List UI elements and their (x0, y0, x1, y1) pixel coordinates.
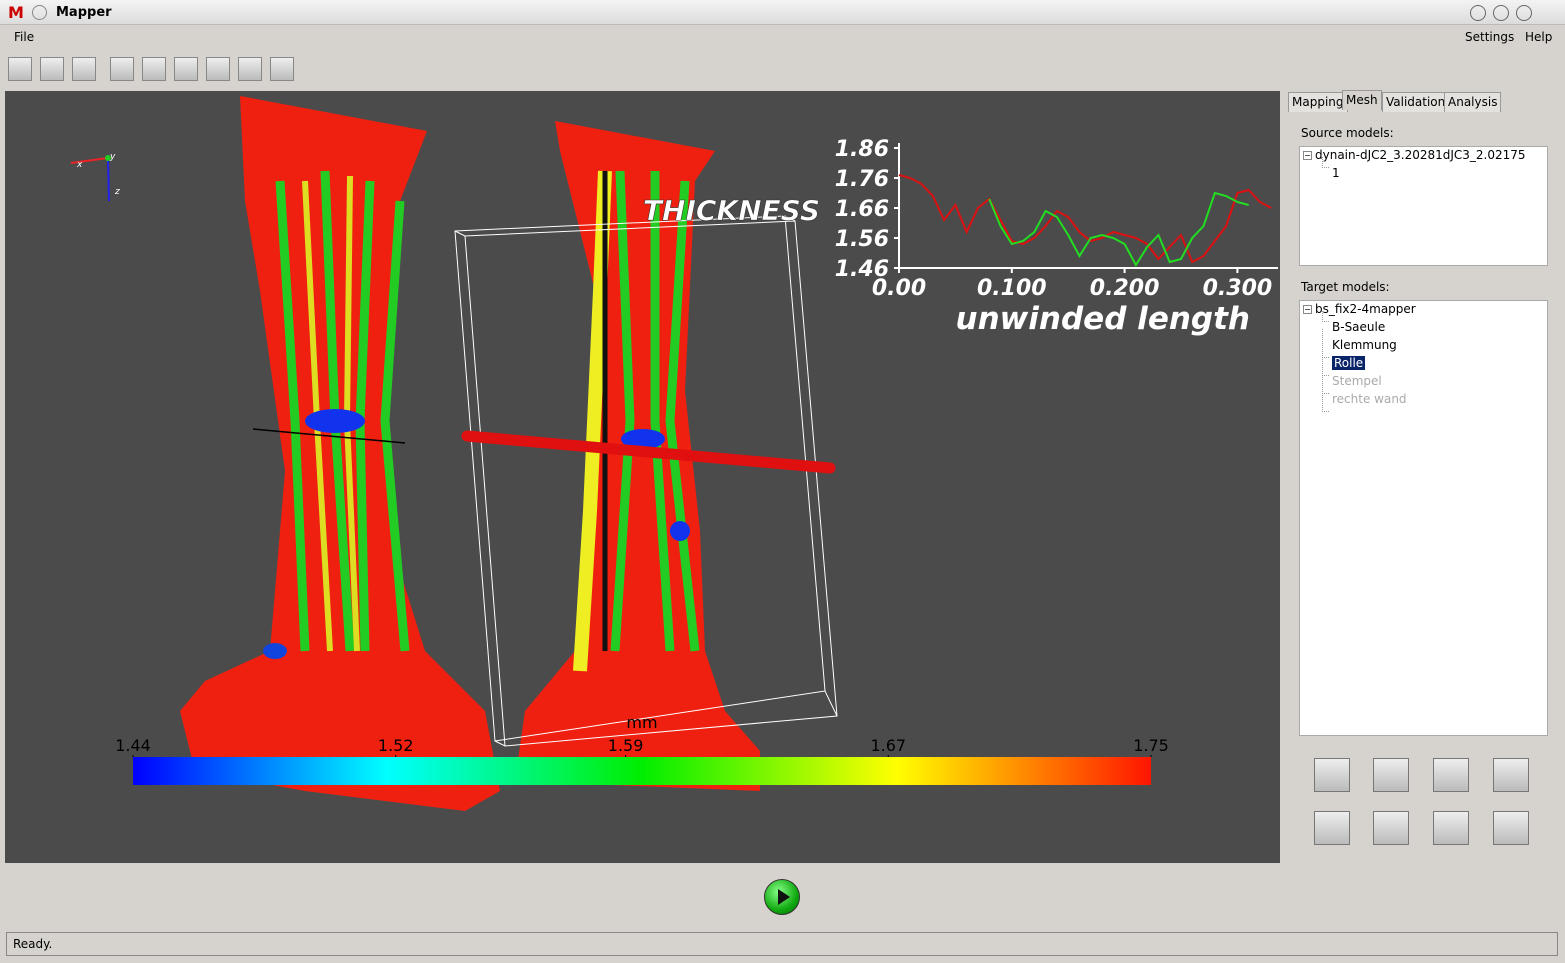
tree-item[interactable]: B-Saeule (1332, 320, 1386, 334)
section-rod (461, 430, 836, 474)
tree-connector (1322, 157, 1329, 168)
x-tick-label: 0.00 (872, 276, 926, 301)
toolbar-button[interactable] (270, 57, 294, 81)
window-title: Mapper (56, 5, 112, 20)
tab[interactable]: Analysis (1444, 92, 1502, 112)
source-tree: − dynain-dJC2_3.20281dJC3_2.02175 1 (1299, 146, 1548, 266)
mesh-tool-button[interactable] (1314, 811, 1350, 845)
toolbar-button[interactable] (174, 57, 198, 81)
mesh-left (180, 96, 500, 811)
colorbar-tick-label: 1.59 (608, 736, 644, 755)
tab[interactable]: Validation (1382, 92, 1450, 112)
menu-settings[interactable]: Settings (1465, 30, 1515, 44)
title-bar: M Mapper (0, 0, 1565, 25)
target-models-label: Target models: (1301, 280, 1390, 294)
chart-title: THICKNESS (643, 194, 820, 227)
toolbar-button[interactable] (8, 57, 32, 81)
bounding-box (454, 215, 838, 747)
toolbar-button[interactable] (72, 57, 96, 81)
x-tick-label: 0.100 (977, 276, 1047, 301)
line-series (898, 174, 1272, 264)
tree-connector (1322, 383, 1329, 412)
toolbar-button[interactable] (40, 57, 64, 81)
tree-item[interactable]: 1 (1332, 166, 1340, 180)
tree-root[interactable]: bs_fix2-4mapper (1315, 302, 1416, 316)
menu-help[interactable]: Help (1525, 30, 1553, 44)
mesh-tool-button[interactable] (1433, 758, 1469, 792)
toolbar-button[interactable] (142, 57, 166, 81)
tree-connector (1322, 347, 1329, 376)
tree-item[interactable]: Klemmung (1332, 338, 1397, 352)
window-menu-button[interactable] (32, 5, 47, 20)
target-tree: − bs_fix2-4mapper B-Saeule Klemmung Rolle Ste… (1299, 300, 1548, 736)
tree-connector (1322, 329, 1329, 358)
y-tick-label: 1.86 (835, 137, 889, 162)
mesh-tool-button[interactable] (1493, 811, 1529, 845)
colorbar-unit: mm (626, 713, 657, 732)
mesh-tool-button[interactable] (1314, 758, 1350, 792)
tree-expander[interactable]: − (1303, 151, 1312, 160)
colorbar-tick-label: 1.75 (1133, 736, 1169, 755)
y-tick-label: 1.76 (835, 167, 889, 192)
toolbar-button[interactable] (206, 57, 230, 81)
axis-triad-label: y (109, 152, 116, 162)
tree-root[interactable]: dynain-dJC2_3.20281dJC3_2.02175 (1315, 148, 1526, 162)
tree-item[interactable]: Rolle (1332, 356, 1366, 370)
maximize-button[interactable] (1493, 5, 1509, 21)
tab[interactable]: Mapping (1288, 92, 1348, 112)
toolbar-button[interactable] (110, 57, 134, 81)
status-bar: Ready. (6, 932, 1558, 956)
tree-connector (1322, 365, 1329, 394)
x-tick-label: 0.300 (1203, 276, 1273, 301)
axis-triad-label: x (76, 160, 83, 170)
app-icon: M (8, 3, 24, 22)
x-tick-label: 0.200 (1090, 276, 1160, 301)
y-tick-label: 1.66 (835, 197, 889, 222)
close-button[interactable] (1516, 5, 1532, 21)
mesh-tool-button[interactable] (1433, 811, 1469, 845)
tree-expander[interactable]: − (1303, 305, 1312, 314)
viewport: x y z 1.46 1.56 1.66 1.76 1.86 0.00 0.100 0.200 0.… (5, 91, 1280, 863)
y-tick-label: 1.46 (835, 257, 889, 282)
axis-triad-label: z (114, 187, 120, 197)
axis-triad (70, 155, 111, 202)
mesh-tool-button[interactable] (1373, 811, 1409, 845)
status-text: Ready. (13, 937, 53, 951)
tree-item[interactable]: rechte wand (1332, 392, 1407, 406)
mesh-tool-button[interactable] (1493, 758, 1529, 792)
x-axis-label: unwinded length (956, 301, 1250, 337)
tree-item[interactable]: Stempel (1332, 374, 1382, 388)
minimize-button[interactable] (1470, 5, 1486, 21)
colorbar-tick-label: 1.52 (378, 736, 414, 755)
mesh-tool-button[interactable] (1373, 758, 1409, 792)
y-tick-label: 1.56 (835, 227, 889, 252)
colorbar (133, 757, 1151, 785)
source-models-label: Source models: (1301, 126, 1394, 140)
tree-connector (1322, 311, 1329, 322)
colorbar-tick-label: 1.44 (115, 736, 151, 755)
run-button[interactable] (764, 879, 800, 915)
menu-file[interactable]: File (14, 30, 35, 44)
tab[interactable]: Mesh (1342, 90, 1382, 110)
colorbar-tick-label: 1.67 (870, 736, 906, 755)
toolbar-button[interactable] (238, 57, 262, 81)
line-series (988, 191, 1249, 267)
